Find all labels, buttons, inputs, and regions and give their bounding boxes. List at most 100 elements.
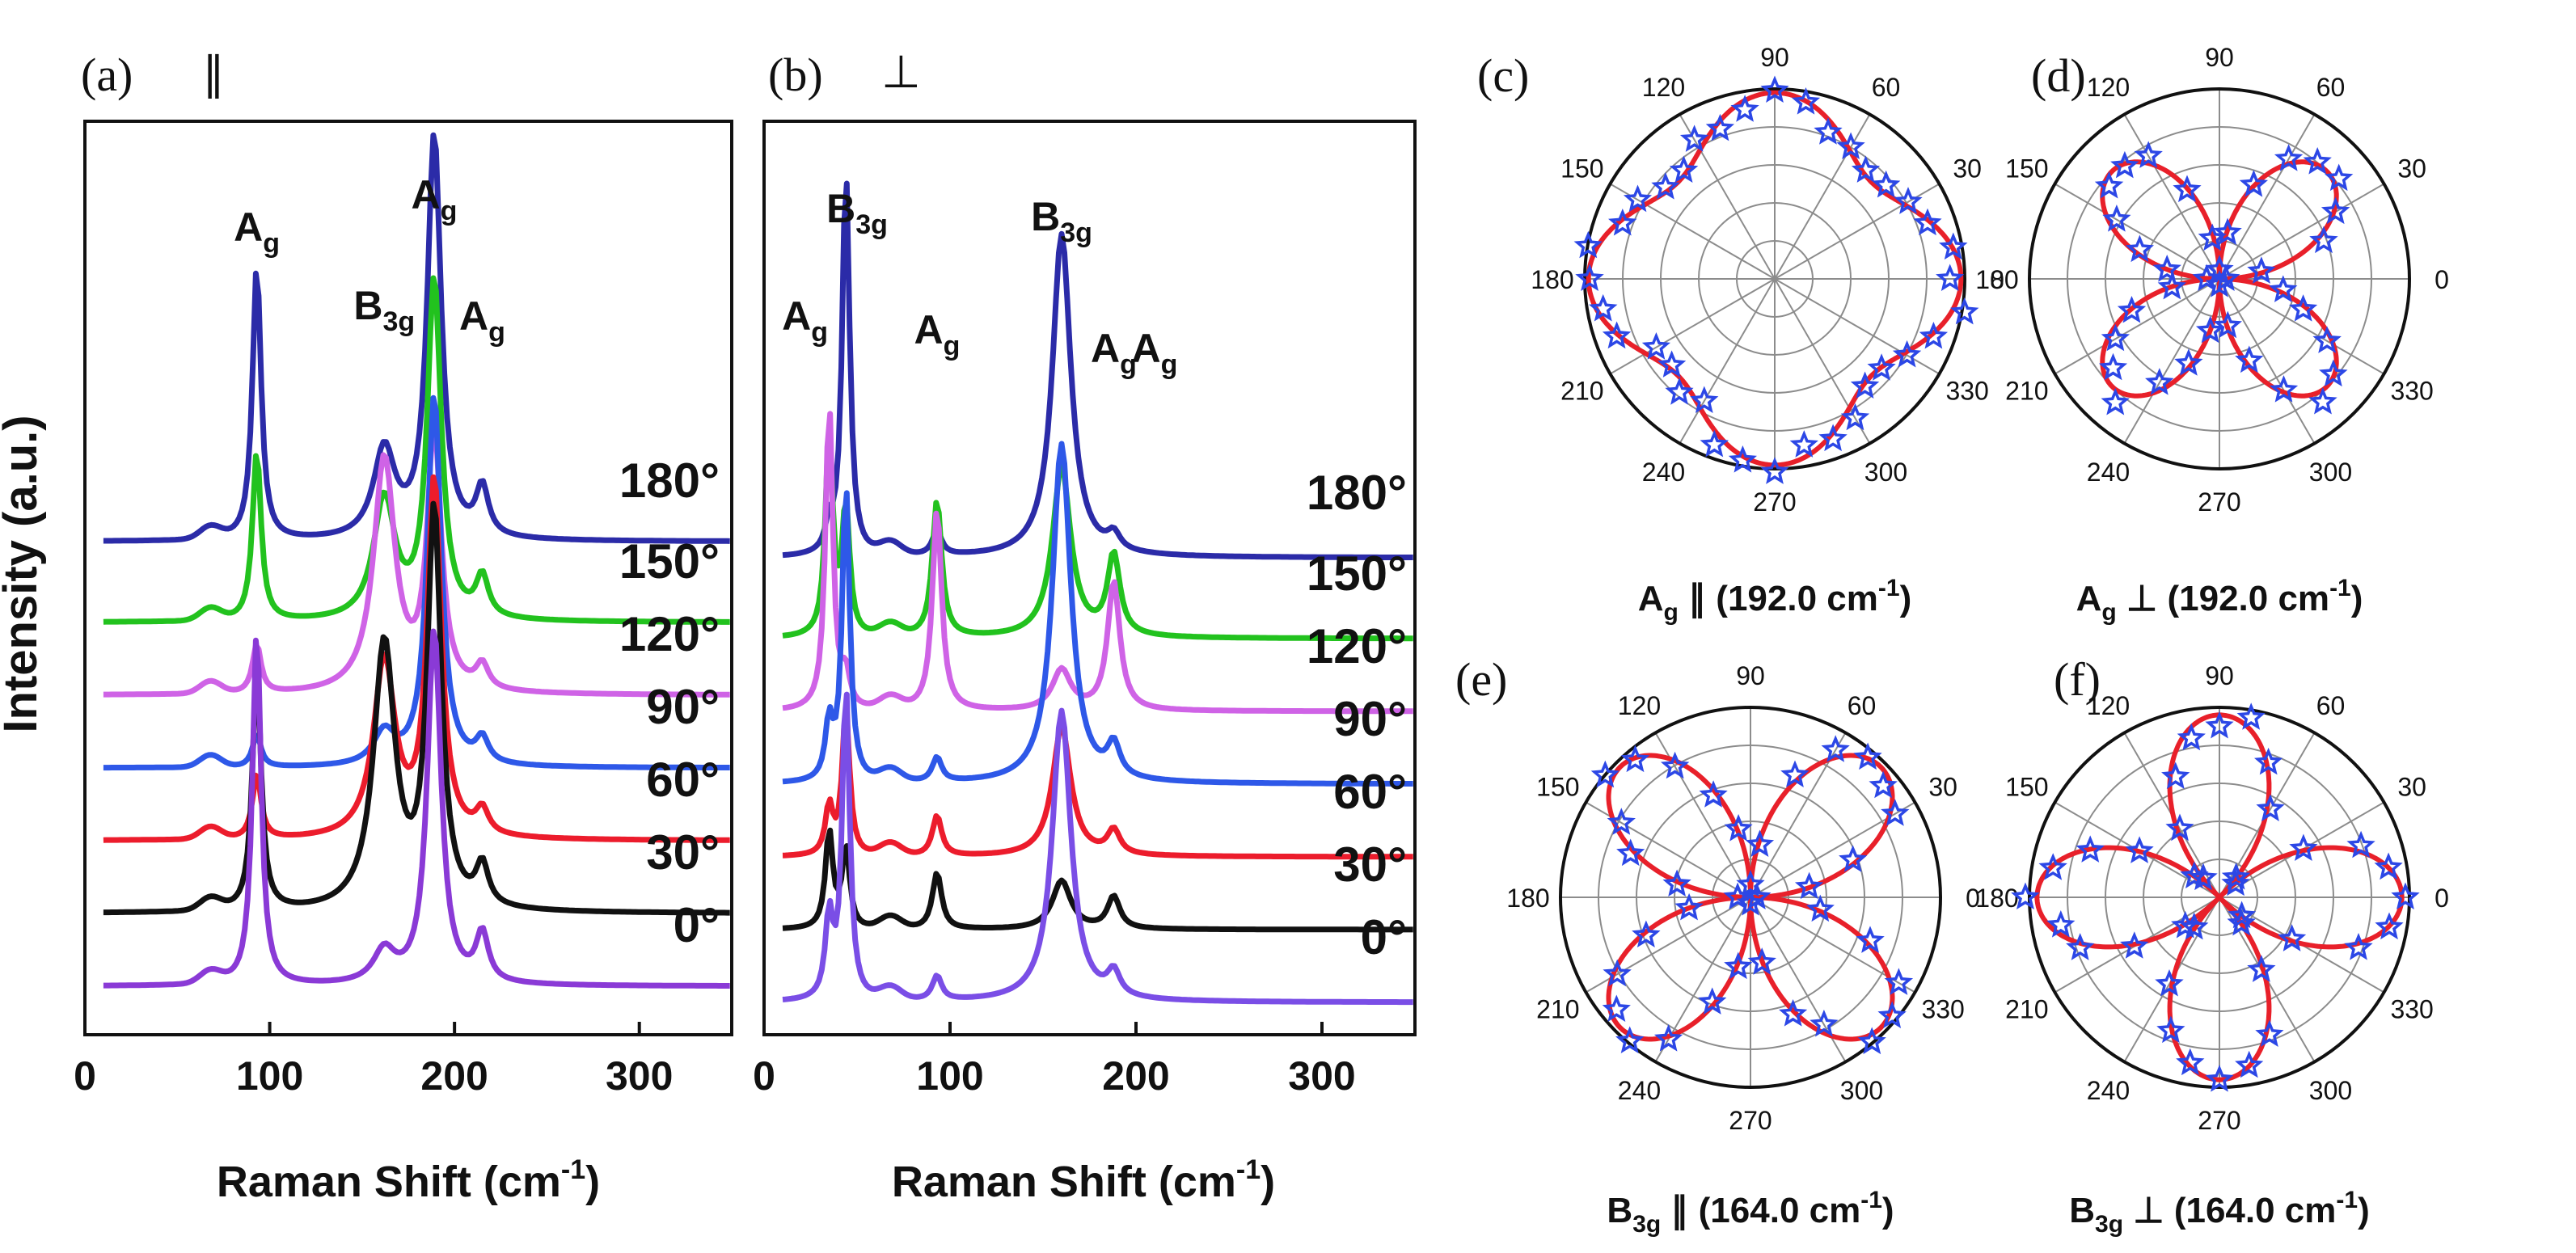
panel-e-angle-tick: 120 xyxy=(1618,691,1661,720)
panel-f-data-point xyxy=(2391,882,2420,909)
panel-f-angle-tick: 240 xyxy=(2087,1076,2130,1105)
panel-e-data-point xyxy=(1869,770,1898,799)
panel-c-data-point xyxy=(1573,230,1603,259)
panel-f-data-point xyxy=(2205,711,2234,739)
panel-b-trace-120deg xyxy=(782,411,1413,715)
panel-c-data-point xyxy=(1872,170,1901,198)
panel-c-angle-tick: 0 xyxy=(1990,265,2004,294)
panel-c-data-point xyxy=(1950,297,1979,325)
panel-e-data-point xyxy=(1620,745,1650,773)
panel-d-angle-tick: 150 xyxy=(2005,154,2048,184)
panel-e-data-point xyxy=(1821,735,1850,762)
panel-b-polarization: ⊥ xyxy=(881,46,921,99)
panel-c-angle-tick: 120 xyxy=(1642,73,1685,102)
panel-c-data-point xyxy=(1641,332,1670,360)
panel-a-trace-120deg xyxy=(103,420,730,698)
panel-d-data-point xyxy=(2213,217,2242,246)
panel-d-data-point xyxy=(2319,359,2348,387)
panel-c-fit-curve xyxy=(1586,90,1964,468)
panel-d-data-point xyxy=(2101,387,2130,416)
panel-d-grid-spoke xyxy=(2219,278,2385,375)
panel-a-angle-label: 150° xyxy=(619,534,720,589)
panel-b-angle-label: 180° xyxy=(1307,466,1407,520)
panel-d-grid-spoke xyxy=(2123,113,2220,280)
panel-d-angle-tick: 30 xyxy=(2397,154,2426,184)
panel-c-data-point xyxy=(1892,340,1922,368)
panel-d-data-point xyxy=(2174,348,2203,376)
panel-d-angle-tick: 300 xyxy=(2309,458,2352,487)
panel-e-data-point xyxy=(1590,760,1620,788)
panel-b-angle-label: 120° xyxy=(1307,619,1407,673)
panel-f-data-point xyxy=(2076,835,2105,863)
panel-a-peak-label: B3g xyxy=(353,283,415,337)
panel-b-peak-label: Ag xyxy=(914,307,960,361)
panel-f-angle-tick: 150 xyxy=(2005,773,2048,802)
panel-f-data-point xyxy=(2374,852,2403,880)
panel-c-data-point xyxy=(1608,208,1637,236)
panel-b-angle-label: 150° xyxy=(1307,546,1407,601)
panel-b-peak-label: Ag xyxy=(782,293,828,348)
panel-b-peak-label: Ag xyxy=(1091,326,1137,380)
panel-b-peak-label: Ag xyxy=(1132,326,1178,380)
panel-f-data-point xyxy=(2256,794,2285,822)
panel-a-peak-label: Ag xyxy=(234,205,280,259)
panel-b-trace-30deg xyxy=(782,827,1413,933)
panel-b-tick-label: 200 xyxy=(1102,1053,1169,1099)
panel-d-data-point xyxy=(2239,170,2269,197)
panel-e-data-point xyxy=(1884,968,1914,995)
panel-a-angle-label: 0° xyxy=(674,898,720,952)
panel-f-angle-tick: 300 xyxy=(2309,1076,2352,1105)
panel-d-data-point xyxy=(2117,295,2147,323)
panel-c-data-point xyxy=(1789,430,1818,458)
panel-d-grid-spoke xyxy=(2219,113,2316,280)
panel-e-data-point xyxy=(1881,799,1910,826)
panel-c-angle-tick: 60 xyxy=(1872,73,1901,102)
panel-b-angle-label: 90° xyxy=(1333,692,1407,746)
panel-d-data-point xyxy=(2145,368,2174,395)
panel-e-angle-tick: 60 xyxy=(1848,691,1877,720)
panel-f-data-point xyxy=(2120,931,2149,959)
panel-a-traces xyxy=(103,132,730,989)
panel-f-angle-tick: 270 xyxy=(2198,1106,2240,1135)
panel-b-traces xyxy=(782,180,1413,1006)
panel-e-data-point xyxy=(1745,829,1775,857)
panel-c-letter: (c) xyxy=(1477,49,1529,102)
panel-e-data-point xyxy=(1853,742,1882,770)
panel-d-grid-spoke xyxy=(2054,278,2220,375)
panel-b-tick-label: 0 xyxy=(753,1053,775,1099)
panel-e-angle-tick: 240 xyxy=(1618,1076,1661,1105)
panel-b-angle-labels: 180° 150° 120° 90° 60° 30° 0° xyxy=(1307,466,1407,964)
panel-e-data-point xyxy=(1747,947,1776,975)
panel-e-data-point xyxy=(1724,951,1753,980)
panel-f-data-point xyxy=(2227,908,2256,936)
panel-a-peak-labels: Ag B3g Ag Ag xyxy=(234,172,505,348)
panel-f-data-point xyxy=(2161,762,2190,790)
panel-e-data-point xyxy=(1779,999,1808,1027)
panel-a-tick-label: 0 xyxy=(74,1053,96,1099)
panel-f-angle-tick: 60 xyxy=(2316,691,2346,720)
panel-c-data-point xyxy=(1836,132,1865,159)
panel-f-data-point xyxy=(2011,882,2040,910)
panel-b-trace-180deg xyxy=(782,180,1413,560)
panel-e-angle-tick: 270 xyxy=(1729,1106,1772,1135)
panel-b-trace-0deg xyxy=(782,691,1413,1006)
panel-d-data-point xyxy=(2235,345,2264,373)
panel-f-data-point xyxy=(2205,1065,2234,1092)
panel-e-data-point xyxy=(1699,780,1728,808)
panel-e-data-point xyxy=(1877,1001,1907,1028)
panel-f-angle-tick: 180 xyxy=(1975,884,2018,913)
panel-a-angle-label: 60° xyxy=(646,753,720,807)
panel-c-data-point xyxy=(1623,184,1653,213)
panel-d-data-point xyxy=(2213,310,2242,339)
panel-c-angle-tick: 330 xyxy=(1945,377,1988,406)
panel-d-grid-spoke xyxy=(2123,278,2220,445)
panel-c-angle-tick: 150 xyxy=(1560,154,1603,184)
panel-e-data-point xyxy=(1810,1009,1839,1037)
panel-c-data-point xyxy=(1602,321,1632,349)
panel-e-data-point xyxy=(1780,760,1810,787)
panel-c-data-point xyxy=(1730,95,1759,122)
panel-e-data-point xyxy=(1607,808,1636,835)
panel-f-outer-ring xyxy=(2028,706,2411,1089)
